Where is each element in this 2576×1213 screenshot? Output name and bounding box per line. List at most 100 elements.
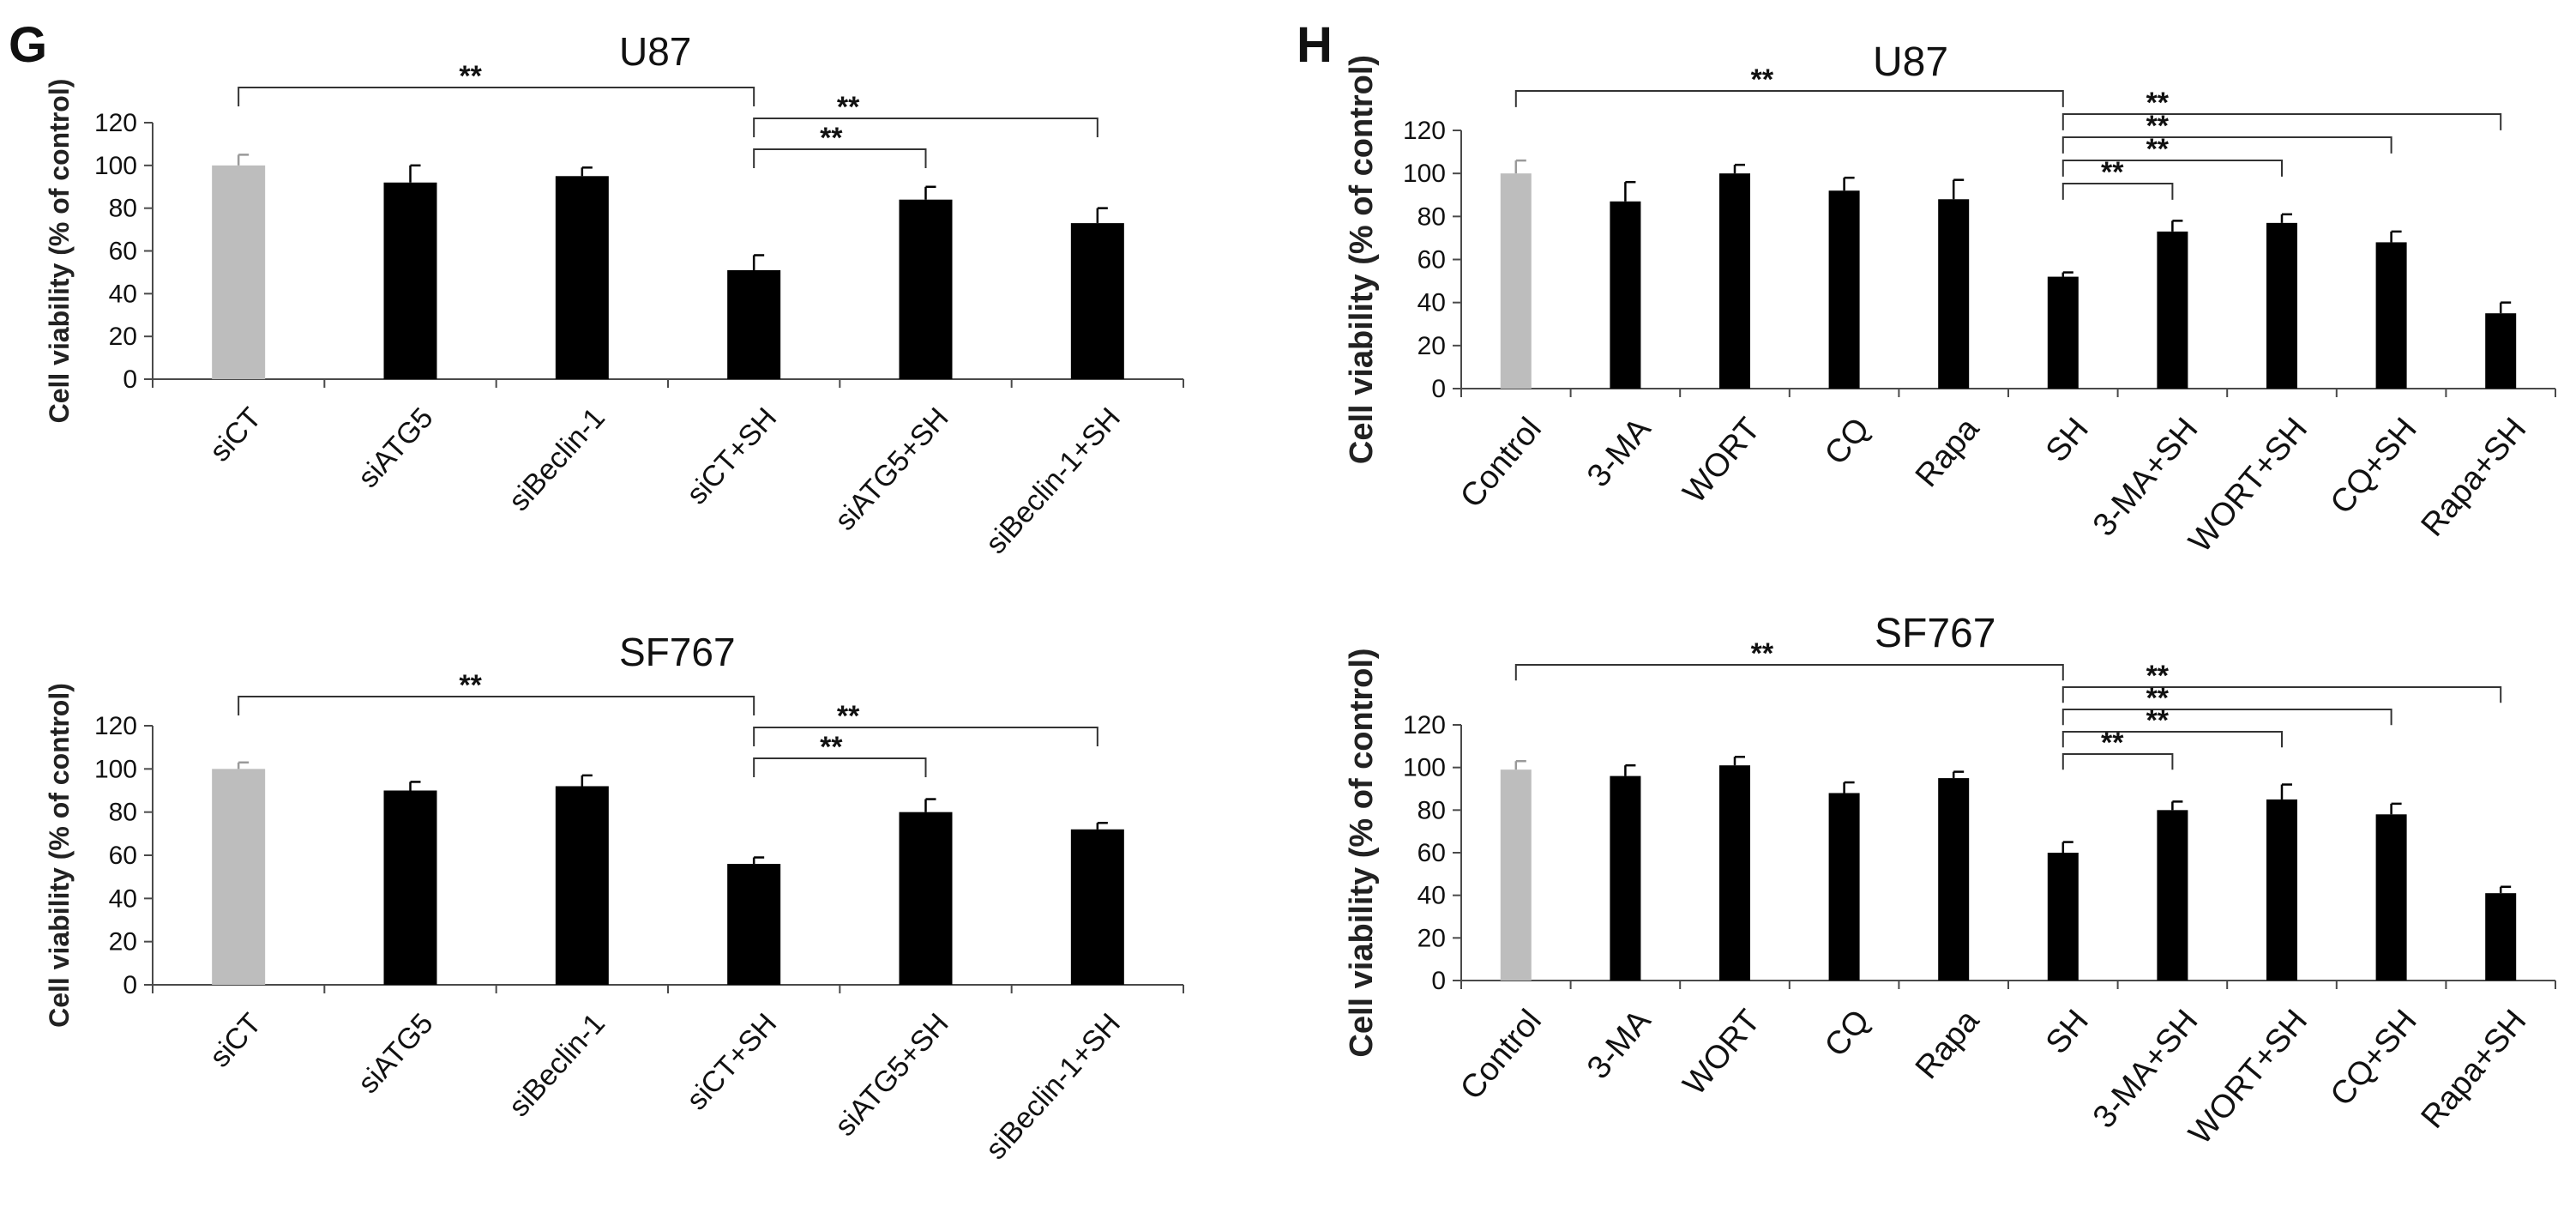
- chart-h-sf767: SF767 0 20 40 60 80 100 120 Cell viability (% of…: [1344, 611, 2556, 1151]
- y-tick-label: 20: [1417, 924, 1446, 952]
- significance-label: **: [820, 731, 843, 763]
- bar-3-MA+SH: [2157, 231, 2188, 389]
- category-label: siBeclin-1+SH: [979, 401, 1127, 560]
- chart-title: SF767: [1875, 611, 1995, 656]
- bar-Rapa+SH: [2485, 313, 2517, 389]
- y-tick-label: 0: [123, 365, 137, 394]
- significance-bracket: [2061, 160, 2283, 177]
- category-label: 3-MA: [1580, 1003, 1658, 1086]
- y-tick-label: 80: [109, 799, 137, 827]
- chart-title: SF767: [619, 630, 736, 674]
- chart-title: U87: [1873, 39, 1948, 85]
- bar-Rapa+SH: [2485, 893, 2517, 981]
- charts-layer: U87 0 20 40 60 80 100 120 Cell viability (% of c…: [44, 29, 2556, 1166]
- significance-bracket: [2061, 686, 2502, 703]
- y-tick-label: 80: [1417, 202, 1446, 231]
- bar-WORT: [1719, 765, 1750, 981]
- category-label: siCT: [203, 401, 268, 468]
- significance-label: **: [459, 60, 482, 93]
- y-tick-label: 100: [1403, 754, 1446, 782]
- category-label: 3-MA+SH: [2086, 1003, 2206, 1135]
- category-label: siATG5+SH: [828, 401, 954, 537]
- y-tick-label: 120: [1403, 117, 1446, 145]
- y-axis-label: Cell viability (% of control): [44, 683, 75, 1028]
- category-label: siBeclin-1: [503, 401, 611, 517]
- bar-3-MA: [1610, 201, 1641, 389]
- y-tick-label: 20: [109, 928, 137, 957]
- y-tick-label: 20: [109, 323, 137, 351]
- significance-bracket: [2061, 709, 2392, 726]
- y-tick-label: 120: [94, 712, 137, 740]
- category-label: CQ+SH: [2324, 411, 2424, 521]
- bar-CQ: [1828, 190, 1860, 389]
- significance-bracket: [1514, 664, 2064, 681]
- panel-letter-g: G: [9, 17, 47, 73]
- bar-siBeclin-1: [555, 786, 609, 985]
- y-tick-label: 120: [94, 109, 137, 137]
- chart-g-sf767: SF767 0 20 40 60 80 100 120 Cell viability (% of…: [44, 630, 1184, 1166]
- y-tick-label: 100: [1403, 160, 1446, 188]
- bar-siBeclin-1+SH: [1070, 829, 1124, 985]
- y-tick-label: 40: [109, 884, 137, 913]
- category-label: CQ+SH: [2324, 1003, 2424, 1113]
- significance-label: **: [1751, 637, 1774, 670]
- panel-letter-h: H: [1297, 17, 1333, 73]
- category-label: WORT: [1676, 1003, 1767, 1101]
- chart-title: U87: [619, 29, 691, 74]
- bar-siCT+SH: [727, 864, 781, 985]
- significance-bracket: [753, 727, 1098, 746]
- significance-label: **: [837, 700, 860, 733]
- significance-bracket: [753, 148, 927, 168]
- category-label: siATG5+SH: [828, 1007, 954, 1143]
- category-label: siCT+SH: [680, 1007, 783, 1116]
- y-tick-label: 60: [1417, 839, 1446, 867]
- category-label: siBeclin-1+SH: [979, 1007, 1127, 1166]
- y-tick-label: 120: [1403, 711, 1446, 739]
- significance-label: **: [2146, 660, 2170, 692]
- y-tick-label: 100: [94, 152, 137, 180]
- significance-bracket: [753, 118, 1098, 137]
- bar-siATG5+SH: [899, 812, 953, 985]
- category-label: siCT+SH: [680, 401, 783, 510]
- significance-label: **: [2146, 682, 2170, 715]
- category-label: siCT: [203, 1007, 268, 1073]
- bar-siCT: [212, 769, 266, 985]
- bar-WORT+SH: [2266, 222, 2297, 389]
- bar-Control: [1500, 769, 1532, 981]
- category-label: Rapa: [1909, 1003, 1987, 1086]
- significance-label: **: [2101, 156, 2124, 189]
- y-tick-label: 60: [109, 842, 137, 870]
- bar-siBeclin-1: [555, 176, 609, 379]
- significance-bracket: [2061, 183, 2174, 200]
- y-tick-label: 20: [1417, 332, 1446, 360]
- bar-siCT+SH: [727, 269, 781, 379]
- significance-bracket: [2061, 113, 2502, 130]
- bar-Rapa: [1938, 778, 1970, 981]
- significance-bracket: [238, 87, 755, 106]
- bar-3-MA+SH: [2157, 810, 2188, 981]
- bar-siATG5+SH: [899, 199, 953, 379]
- bar-WORT: [1719, 173, 1750, 389]
- bar-WORT+SH: [2266, 799, 2297, 981]
- category-label: 3-MA: [1580, 411, 1658, 494]
- category-label: Rapa+SH: [2415, 411, 2534, 543]
- significance-label: **: [2101, 727, 2124, 759]
- y-tick-label: 80: [1417, 796, 1446, 824]
- bar-CQ: [1828, 793, 1860, 981]
- y-tick-label: 40: [109, 280, 137, 308]
- bar-siCT: [212, 165, 266, 379]
- bar-CQ+SH: [2375, 242, 2407, 389]
- category-label: Control: [1454, 411, 1549, 515]
- category-label: Control: [1454, 1003, 1549, 1107]
- bar-SH: [2047, 853, 2079, 981]
- category-label: Rapa: [1909, 411, 1987, 494]
- y-tick-label: 60: [109, 238, 137, 266]
- y-axis-label: Cell viability (% of control): [44, 79, 75, 424]
- y-tick-label: 0: [123, 971, 137, 999]
- significance-bracket: [2061, 731, 2283, 748]
- category-label: siBeclin-1: [503, 1007, 611, 1123]
- significance-bracket: [1514, 90, 2064, 107]
- y-tick-label: 80: [109, 195, 137, 223]
- y-tick-label: 60: [1417, 246, 1446, 275]
